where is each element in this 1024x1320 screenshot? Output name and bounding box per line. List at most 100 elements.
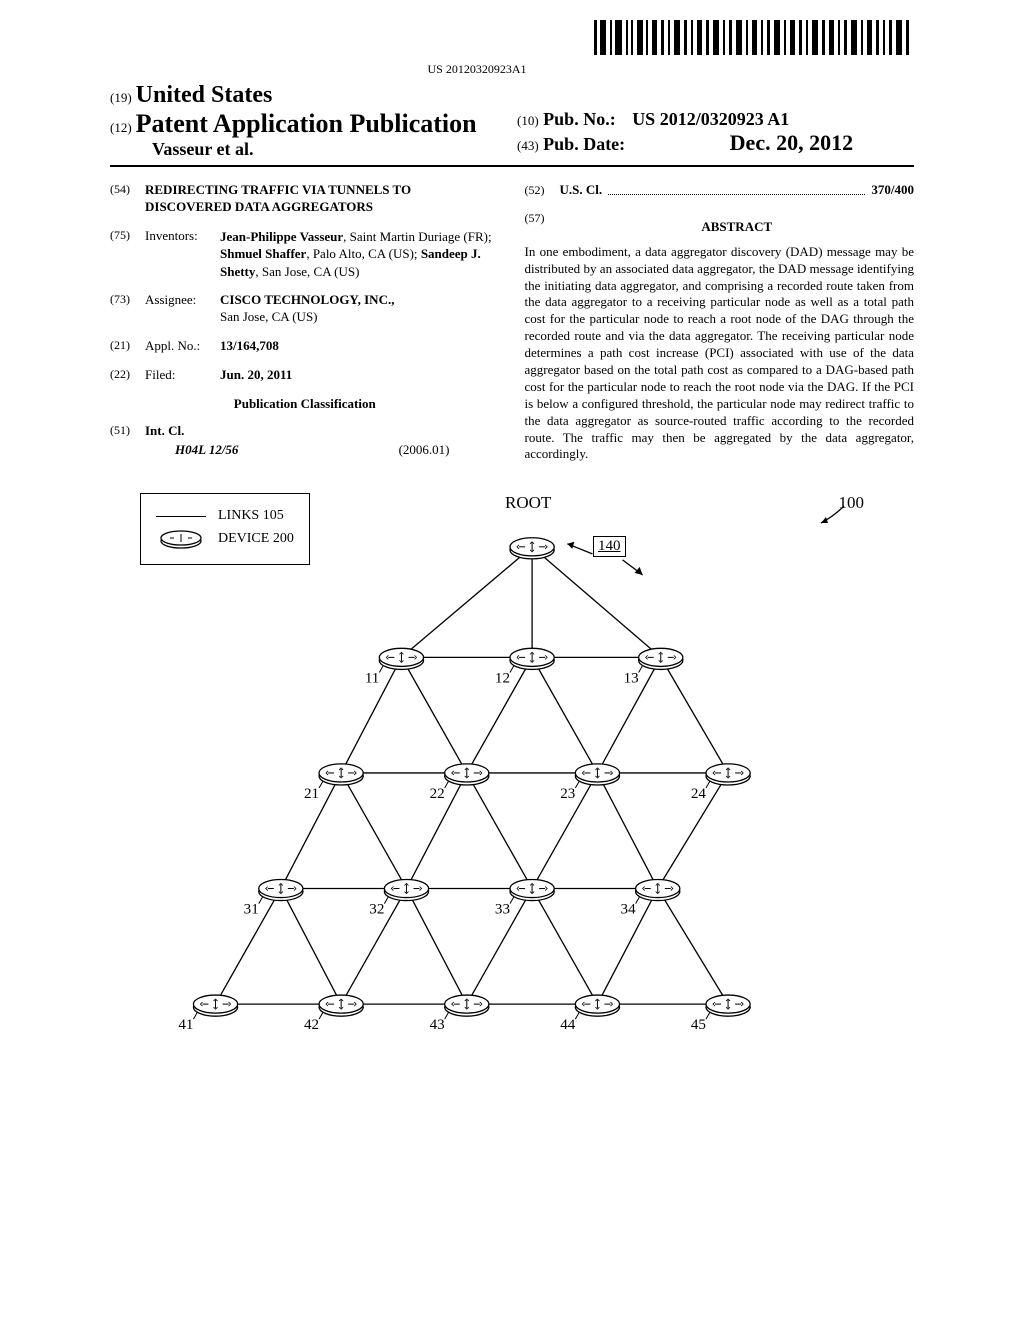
us-cl-dots: [608, 185, 865, 195]
s57-num: (57): [525, 211, 560, 244]
node-label-34: 34: [621, 902, 637, 918]
s22-num: (22): [110, 367, 145, 384]
pub-title: Patent Application Publication: [136, 109, 477, 138]
node-label-43: 43: [430, 1018, 445, 1034]
pub-date-label: Pub. Date:: [543, 134, 625, 154]
node-label-24: 24: [691, 786, 707, 802]
edge: [406, 889, 466, 1005]
pub-date: Dec. 20, 2012: [730, 130, 853, 155]
pub-no-prefix: (10): [517, 113, 539, 128]
s52-label: U.S. Cl.: [560, 182, 603, 199]
s51-code: H04L 12/56: [175, 442, 359, 459]
node-label-23: 23: [560, 786, 575, 802]
pub-title-prefix: (12): [110, 120, 132, 135]
node-label-32: 32: [369, 902, 384, 918]
edge: [532, 547, 661, 658]
pub-no-line: (10) Pub. No.: US 2012/0320923 A1: [517, 109, 914, 130]
node-label-11: 11: [365, 671, 380, 687]
node-31: [259, 880, 303, 901]
s22-body: Jun. 20, 2011: [220, 367, 500, 384]
s75-num: (75): [110, 228, 145, 281]
node-label-41: 41: [178, 1018, 193, 1034]
edge: [532, 658, 597, 774]
country-prefix: (19): [110, 90, 132, 105]
node-label-45: 45: [691, 1018, 706, 1034]
edge: [467, 773, 532, 889]
node-label-31: 31: [244, 902, 259, 918]
figure-area: LINKS 105 DEVICE 200 ROOT 100 140: [110, 493, 914, 1073]
s52-body: 370/400: [871, 182, 914, 199]
barcode-area: US 20120320923A1: [110, 20, 914, 77]
authors-line: Vasseur et al.: [110, 139, 507, 160]
s73-num: (73): [110, 292, 145, 326]
s75-label: Inventors:: [145, 228, 220, 281]
pub-date-prefix: (43): [517, 138, 539, 153]
edge: [658, 889, 728, 1005]
abstract-body: In one embodiment, a data aggregator dis…: [525, 244, 915, 464]
s22-label: Filed:: [145, 367, 220, 384]
node-32: [384, 880, 428, 901]
body-content: (54) REDIRECTING TRAFFIC VIA TUNNELS TO …: [110, 182, 914, 463]
node-34: [636, 880, 680, 901]
node-42: [319, 995, 363, 1016]
s21-num: (21): [110, 338, 145, 355]
node-label-44: 44: [560, 1018, 576, 1034]
pub-no-label: Pub. No.:: [543, 109, 616, 129]
inv1-rest: , Saint Martin Duriage (FR);: [343, 229, 491, 244]
node-13: [639, 649, 683, 670]
s52-num: (52): [525, 183, 560, 199]
pub-class: Publication Classification: [110, 396, 500, 413]
node-label-22: 22: [430, 786, 445, 802]
node-24: [706, 764, 750, 785]
barcode-text: US 20120320923A1: [110, 62, 844, 77]
node-43: [445, 995, 489, 1016]
node-label-42: 42: [304, 1018, 319, 1034]
node-label-21: 21: [304, 786, 319, 802]
edge: [597, 773, 657, 889]
s73-body: CISCO TECHNOLOGY, INC., San Jose, CA (US…: [220, 292, 500, 326]
s73-bold: CISCO TECHNOLOGY, INC.,: [220, 292, 394, 307]
edge: [661, 658, 728, 774]
node-44: [575, 995, 619, 1016]
s73-rest: San Jose, CA (US): [220, 309, 318, 324]
node-12: [510, 649, 554, 670]
s21-label: Appl. No.:: [145, 338, 220, 355]
country: United States: [136, 82, 273, 108]
s51-num: (51): [110, 423, 145, 440]
node-label-33: 33: [495, 902, 510, 918]
node-41: [193, 995, 237, 1016]
inv3-rest: , San Jose, CA (US): [255, 264, 359, 279]
left-col: (54) REDIRECTING TRAFFIC VIA TUNNELS TO …: [110, 182, 500, 463]
pub-date-line: (43) Pub. Date: Dec. 20, 2012: [517, 130, 914, 156]
s51-label: Int. Cl.: [145, 423, 500, 440]
node-33: [510, 880, 554, 901]
inv2-bold: Shmuel Shaffer: [220, 246, 306, 261]
edge: [341, 773, 406, 889]
inv1-bold: Jean-Philippe Vasseur: [220, 229, 343, 244]
edge: [281, 889, 341, 1005]
header: (19) United States (12) Patent Applicati…: [110, 82, 914, 167]
right-col: (52) U.S. Cl. 370/400 (57) ABSTRACT In o…: [525, 182, 915, 463]
s75-body: Jean-Philippe Vasseur, Saint Martin Duri…: [220, 228, 500, 281]
node-label-12: 12: [495, 671, 510, 687]
node-23: [575, 764, 619, 785]
node-21: [319, 764, 363, 785]
country-line: (19) United States: [110, 82, 507, 109]
s54-num: (54): [110, 182, 145, 216]
edge: [401, 547, 532, 658]
inv2-rest: , Palo Alto, CA (US);: [306, 246, 421, 261]
barcode: [594, 20, 914, 55]
node-11: [379, 649, 423, 670]
node-label-13: 13: [624, 671, 639, 687]
pub-no: US 2012/0320923 A1: [632, 109, 789, 129]
pub-title-line: (12) Patent Application Publication: [110, 109, 507, 139]
edge: [532, 889, 597, 1005]
node-45: [706, 995, 750, 1016]
s51-year: (2006.01): [399, 442, 450, 459]
s21-body: 13/164,708: [220, 338, 500, 355]
s54-body: REDIRECTING TRAFFIC VIA TUNNELS TO DISCO…: [145, 182, 500, 216]
network-diagram: 11 12 13 21 22 23 24 31 32 33 34 41 42 43 44 45: [110, 493, 914, 1073]
s73-label: Assignee:: [145, 292, 220, 326]
node-22: [445, 764, 489, 785]
edge: [401, 658, 466, 774]
